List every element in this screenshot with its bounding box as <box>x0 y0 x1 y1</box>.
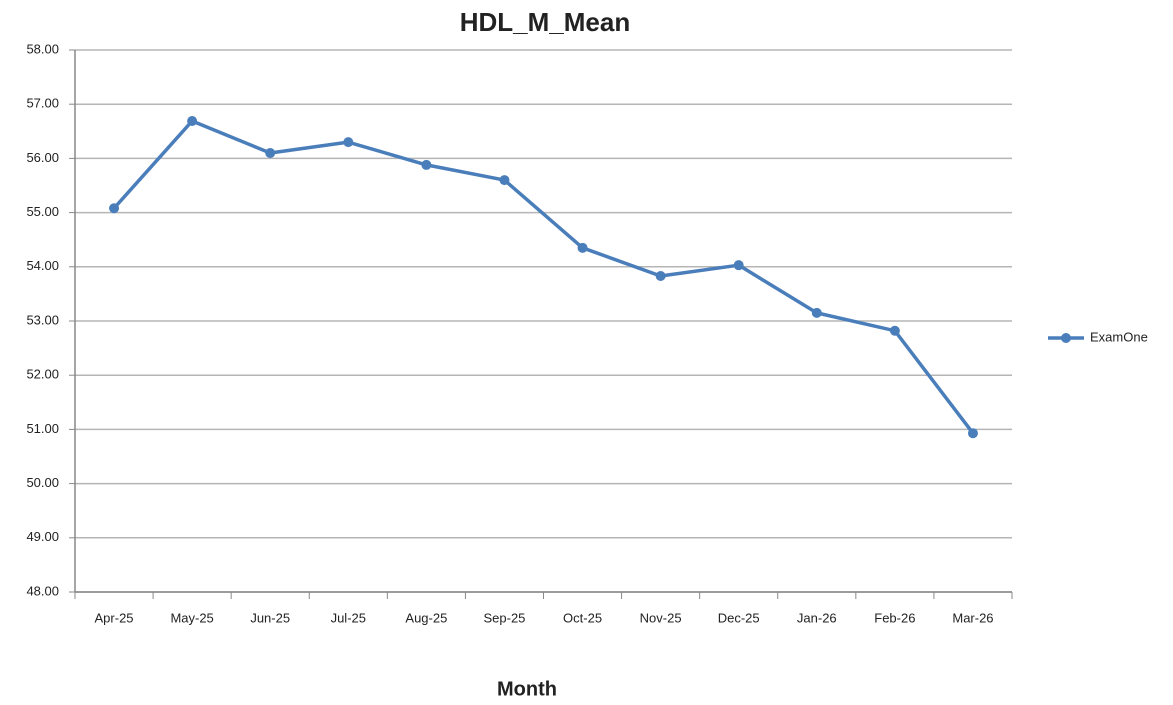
x-tick-label: Jan-26 <box>797 610 837 625</box>
y-tick-label: 53.00 <box>26 312 59 327</box>
y-tick-label: 51.00 <box>26 421 59 436</box>
marker <box>967 428 978 439</box>
x-tick-label: May-25 <box>170 610 213 625</box>
x-tick-label: Apr-25 <box>95 610 134 625</box>
x-tick-label: Aug-25 <box>405 610 447 625</box>
marker <box>733 260 744 271</box>
marker <box>343 137 354 148</box>
y-tick-label: 48.00 <box>26 583 59 598</box>
y-tick-label: 58.00 <box>26 41 59 56</box>
x-tick-label: Jul-25 <box>331 610 366 625</box>
x-tick-label: Feb-26 <box>874 610 915 625</box>
marker <box>109 203 120 214</box>
marker <box>499 175 510 186</box>
x-tick-label: Dec-25 <box>718 610 760 625</box>
y-tick-label: 49.00 <box>26 529 59 544</box>
legend-marker <box>1061 333 1071 343</box>
marker <box>187 116 198 127</box>
y-tick-label: 52.00 <box>26 367 59 382</box>
y-tick-label: 50.00 <box>26 475 59 490</box>
y-tick-label: 55.00 <box>26 204 59 219</box>
line <box>112 119 975 435</box>
y-tick-label: 57.00 <box>26 96 59 111</box>
marker <box>577 242 588 253</box>
marker <box>811 307 822 318</box>
x-axis-title: Month <box>497 678 557 700</box>
legend-label: ExamOne <box>1090 329 1148 344</box>
marker <box>655 271 666 282</box>
chart-title: HDL_M_Mean <box>460 7 630 37</box>
x-tick-label: Jun-25 <box>250 610 290 625</box>
x-tick-label: Sep-25 <box>483 610 525 625</box>
marker <box>889 325 900 336</box>
marker <box>421 159 432 170</box>
x-tick-label: Nov-25 <box>640 610 682 625</box>
x-tick-label: Mar-26 <box>952 610 993 625</box>
y-tick-label: 56.00 <box>26 150 59 165</box>
x-tick-label: Oct-25 <box>563 610 602 625</box>
marker <box>265 147 276 158</box>
y-tick-label: 54.00 <box>26 258 59 273</box>
